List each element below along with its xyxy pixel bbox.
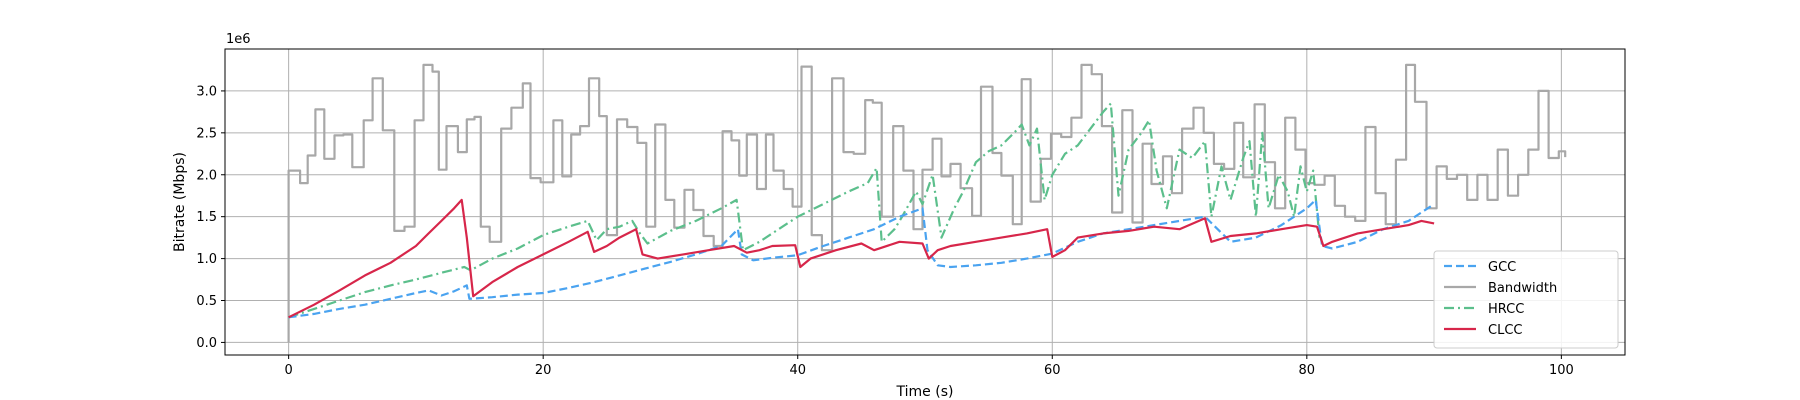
- legend-label-gcc: GCC: [1488, 260, 1516, 275]
- y-tick-label: 1.5: [196, 210, 217, 225]
- y-tick-label: 0.5: [196, 294, 217, 309]
- plot-frame: [224, 48, 1626, 356]
- y-axis-label: Bitrate (Mbps): [172, 152, 188, 252]
- x-tick-label: 80: [1299, 363, 1316, 378]
- legend-label-bandwidth: Bandwidth: [1488, 281, 1557, 296]
- x-tick-label: 40: [789, 363, 806, 378]
- y-tick-label: 0.0: [196, 336, 217, 351]
- y-tick-label: 1.0: [196, 252, 217, 267]
- legend-box: [1433, 250, 1619, 349]
- ticks: 0 20 40 60 80 100 0.0 0.5 1.0 1.5 2.0 2.5 3.0: [196, 84, 1573, 378]
- series-line-clcc: [288, 198, 1435, 319]
- legend: GCC Bandwidth HRCC CLCC: [1433, 250, 1619, 349]
- series-group: [287, 63, 1567, 343]
- series-line-gcc: [288, 198, 1435, 319]
- x-axis-label: Time (s): [896, 384, 954, 400]
- series-line-hrcc: [288, 102, 1321, 319]
- y-offset-text: 1e6: [226, 32, 251, 47]
- legend-label-clcc: CLCC: [1488, 323, 1522, 338]
- legend-label-hrcc: HRCC: [1488, 302, 1524, 317]
- y-tick-label: 2.0: [196, 168, 217, 183]
- y-tick-label: 2.5: [196, 126, 217, 141]
- series-line-bandwidth: [287, 63, 1567, 343]
- y-tick-label: 3.0: [196, 84, 217, 99]
- x-tick-label: 60: [1044, 363, 1061, 378]
- x-tick-label: 20: [535, 363, 552, 378]
- x-tick-label: 0: [284, 363, 292, 378]
- x-tick-label: 100: [1549, 363, 1574, 378]
- grid: [225, 49, 1625, 355]
